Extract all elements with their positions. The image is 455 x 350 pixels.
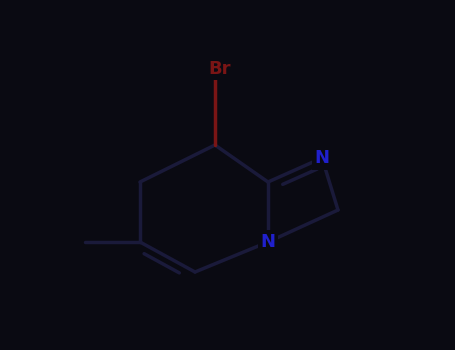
Text: N: N [261,233,275,251]
Text: Br: Br [208,60,231,77]
Text: N: N [314,149,329,167]
